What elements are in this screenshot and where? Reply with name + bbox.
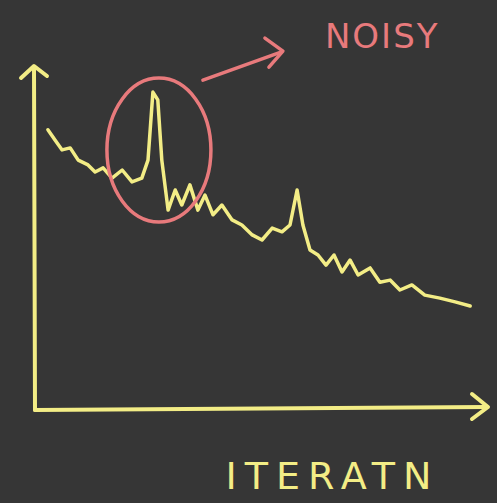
- annotation: NOISY: [325, 16, 440, 56]
- annotation-arrowhead: [265, 38, 283, 67]
- x-axis-label: ITERATN: [226, 454, 440, 498]
- x-axis-arrow: [472, 394, 488, 419]
- y-axis-arrow: [21, 66, 47, 78]
- y-axis: [34, 68, 35, 410]
- highlight-circle: [107, 78, 211, 222]
- chart: NOISY ITERATN: [0, 0, 497, 503]
- x-axis: [35, 407, 486, 410]
